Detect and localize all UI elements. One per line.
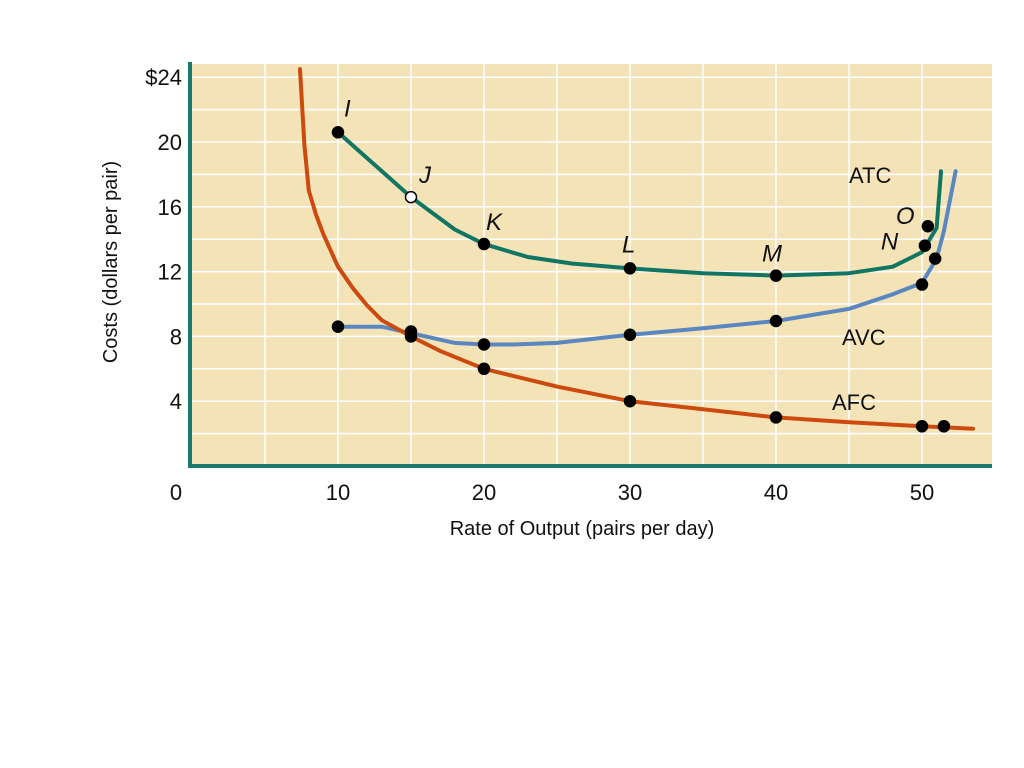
data-point-avc — [915, 278, 929, 291]
point-label: L — [622, 231, 635, 258]
x-tick-label: 30 — [618, 480, 642, 505]
data-point-afc — [915, 420, 929, 433]
data-point-afc — [477, 362, 491, 376]
series-label-afc: AFC — [832, 390, 876, 415]
point-label: N — [881, 229, 899, 256]
point-label: J — [418, 162, 432, 189]
data-points: I J K L M NO — [331, 95, 951, 433]
grid — [190, 64, 992, 466]
data-point-avc — [331, 320, 345, 333]
data-point-atc — [331, 126, 345, 139]
data-point-atc — [477, 237, 491, 251]
data-point-atc — [623, 262, 637, 275]
y-tick-label: 12 — [158, 260, 182, 285]
y-tick-label: 4 — [170, 389, 182, 414]
point-label: K — [486, 209, 503, 236]
point-label: I — [344, 95, 351, 122]
series-label-atc: ATC — [849, 163, 891, 188]
data-point-atc — [918, 239, 932, 252]
data-point-afc — [404, 330, 418, 343]
x-axis-title: Rate of Output (pairs per day) — [450, 518, 715, 540]
data-point-avc — [769, 314, 783, 328]
data-point-atc — [769, 269, 783, 282]
x-tick-label: 20 — [472, 480, 496, 505]
x-tick-label: 10 — [326, 480, 350, 505]
data-point-afc — [937, 420, 951, 433]
axes — [188, 62, 992, 468]
series-line-avc — [336, 169, 958, 347]
series-label-avc: AVC — [842, 325, 886, 350]
y-tick-label: 16 — [158, 195, 182, 220]
data-point-atc — [921, 219, 935, 233]
y-tick-label: 8 — [170, 324, 182, 349]
y-axis-title: Costs (dollars per pair) — [100, 161, 122, 363]
point-label: M — [762, 241, 782, 268]
y-tick-label: 20 — [158, 130, 182, 155]
data-point-avc — [623, 328, 637, 342]
data-point-avc — [928, 252, 942, 265]
point-label: O — [896, 203, 915, 230]
tick-labels: 0 10 20 30 40 50 4 8 12 16 20 $24 — [145, 65, 934, 505]
data-point-avc — [477, 338, 491, 351]
data-point-afc — [623, 394, 637, 408]
x-tick-label: 40 — [764, 480, 788, 505]
x-tick-label: 0 — [170, 480, 182, 505]
series-labels: ATC AVC AFC — [832, 163, 891, 415]
x-tick-label: 50 — [910, 480, 934, 505]
y-tick-label: $24 — [145, 65, 182, 90]
data-point-atc — [404, 190, 418, 204]
data-point-afc — [769, 411, 783, 424]
